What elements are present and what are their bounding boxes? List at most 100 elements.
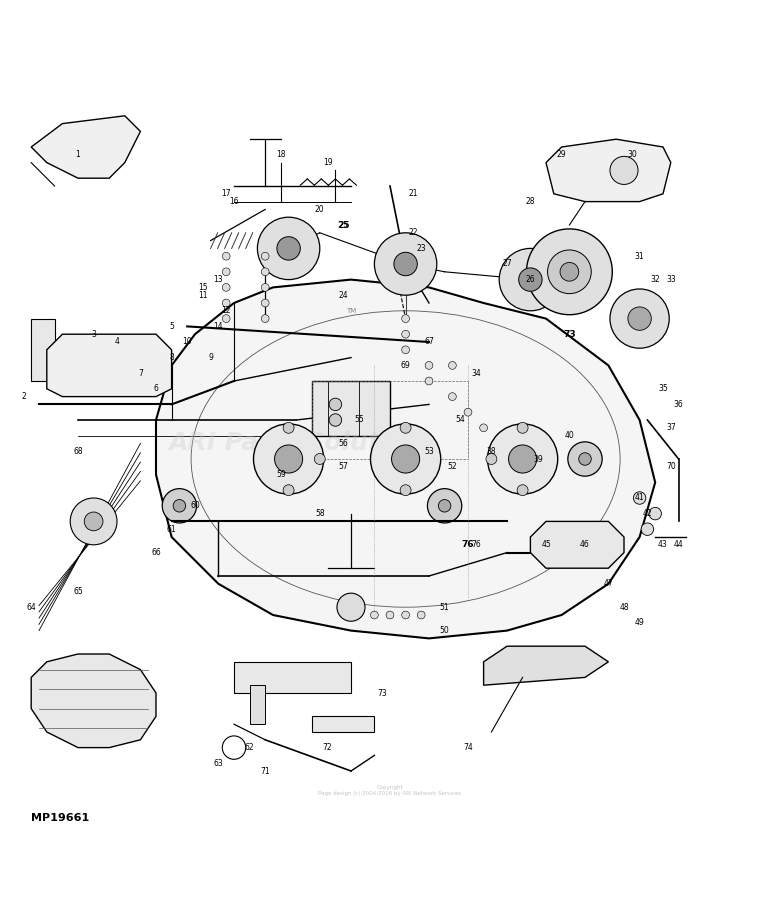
Text: 6: 6 (154, 385, 158, 393)
Circle shape (509, 445, 537, 473)
Circle shape (400, 485, 411, 496)
Text: 74: 74 (463, 743, 473, 752)
Text: 7: 7 (138, 369, 143, 377)
Text: 20: 20 (315, 205, 324, 214)
Circle shape (425, 377, 433, 385)
Bar (312, 716, 374, 732)
Text: 10: 10 (183, 338, 192, 346)
Text: 22: 22 (409, 229, 418, 237)
Circle shape (400, 422, 411, 433)
Circle shape (222, 315, 230, 322)
Text: 54: 54 (456, 416, 465, 424)
Text: 28: 28 (526, 197, 535, 207)
Circle shape (519, 268, 542, 291)
Text: 76: 76 (471, 541, 480, 549)
Text: MP19661: MP19661 (31, 812, 90, 823)
Circle shape (283, 485, 294, 496)
Circle shape (402, 346, 410, 353)
Circle shape (633, 492, 646, 504)
Circle shape (568, 442, 602, 476)
Text: 35: 35 (658, 385, 668, 393)
Circle shape (486, 453, 497, 465)
Text: 51: 51 (440, 603, 449, 611)
Circle shape (402, 611, 410, 619)
Bar (250, 685, 265, 724)
Text: 57: 57 (339, 463, 348, 471)
Text: 73: 73 (378, 688, 387, 698)
Circle shape (488, 424, 558, 494)
Text: 9: 9 (208, 353, 213, 362)
Text: 56: 56 (339, 439, 348, 448)
Text: 2: 2 (21, 392, 26, 401)
Circle shape (162, 488, 197, 523)
Text: 14: 14 (214, 322, 223, 330)
Text: 31: 31 (635, 252, 644, 261)
Text: 36: 36 (674, 400, 683, 409)
Polygon shape (312, 381, 390, 436)
Polygon shape (31, 116, 140, 178)
Text: 40: 40 (565, 431, 574, 440)
Text: 1: 1 (76, 151, 80, 160)
Text: 24: 24 (339, 291, 348, 299)
Circle shape (261, 315, 269, 322)
Text: 32: 32 (651, 275, 660, 284)
Text: 62: 62 (245, 743, 254, 752)
Circle shape (392, 445, 420, 473)
Circle shape (261, 252, 269, 260)
Circle shape (84, 512, 103, 531)
Circle shape (649, 508, 661, 520)
Circle shape (329, 414, 342, 426)
Circle shape (402, 330, 410, 338)
Circle shape (275, 445, 303, 473)
Text: 16: 16 (229, 197, 239, 207)
Circle shape (579, 453, 591, 465)
Circle shape (370, 424, 441, 494)
Text: 13: 13 (214, 275, 223, 284)
Circle shape (628, 307, 651, 330)
Circle shape (222, 268, 230, 275)
Text: 65: 65 (73, 588, 83, 596)
Circle shape (257, 218, 320, 280)
Text: 64: 64 (27, 603, 36, 611)
Text: 11: 11 (198, 291, 207, 299)
Text: 17: 17 (222, 189, 231, 198)
Text: 68: 68 (73, 447, 83, 455)
Text: 18: 18 (276, 151, 285, 160)
Circle shape (337, 593, 365, 621)
Circle shape (438, 499, 451, 512)
Text: Copyright
Page design (c) 2004-2016 by ARI Network Services: Copyright Page design (c) 2004-2016 by A… (318, 785, 462, 796)
Circle shape (329, 398, 342, 410)
Text: 58: 58 (315, 509, 324, 518)
Text: 19: 19 (323, 158, 332, 167)
Circle shape (417, 611, 425, 619)
Text: 26: 26 (526, 275, 535, 284)
Text: 76: 76 (462, 541, 474, 549)
Circle shape (261, 284, 269, 291)
Text: 33: 33 (666, 275, 675, 284)
Circle shape (526, 229, 612, 315)
Text: 12: 12 (222, 307, 231, 315)
Polygon shape (31, 654, 156, 747)
Text: 41: 41 (635, 494, 644, 502)
Text: 43: 43 (658, 541, 668, 549)
Circle shape (425, 362, 433, 369)
Text: 8: 8 (169, 353, 174, 362)
Text: ARI Parts Solution: ARI Parts Solution (168, 431, 424, 455)
Circle shape (173, 499, 186, 512)
Circle shape (464, 409, 472, 416)
Circle shape (448, 393, 456, 400)
Text: 63: 63 (214, 758, 223, 767)
Text: 70: 70 (666, 463, 675, 471)
Text: 59: 59 (276, 470, 285, 479)
Circle shape (427, 488, 462, 523)
Circle shape (610, 289, 669, 348)
Text: 67: 67 (424, 338, 434, 346)
Circle shape (314, 453, 325, 465)
Polygon shape (156, 280, 655, 638)
Circle shape (222, 284, 230, 291)
Circle shape (277, 237, 300, 260)
Text: 4: 4 (115, 338, 119, 346)
Circle shape (283, 422, 294, 433)
Text: 73: 73 (563, 330, 576, 339)
Text: 25: 25 (339, 220, 348, 230)
